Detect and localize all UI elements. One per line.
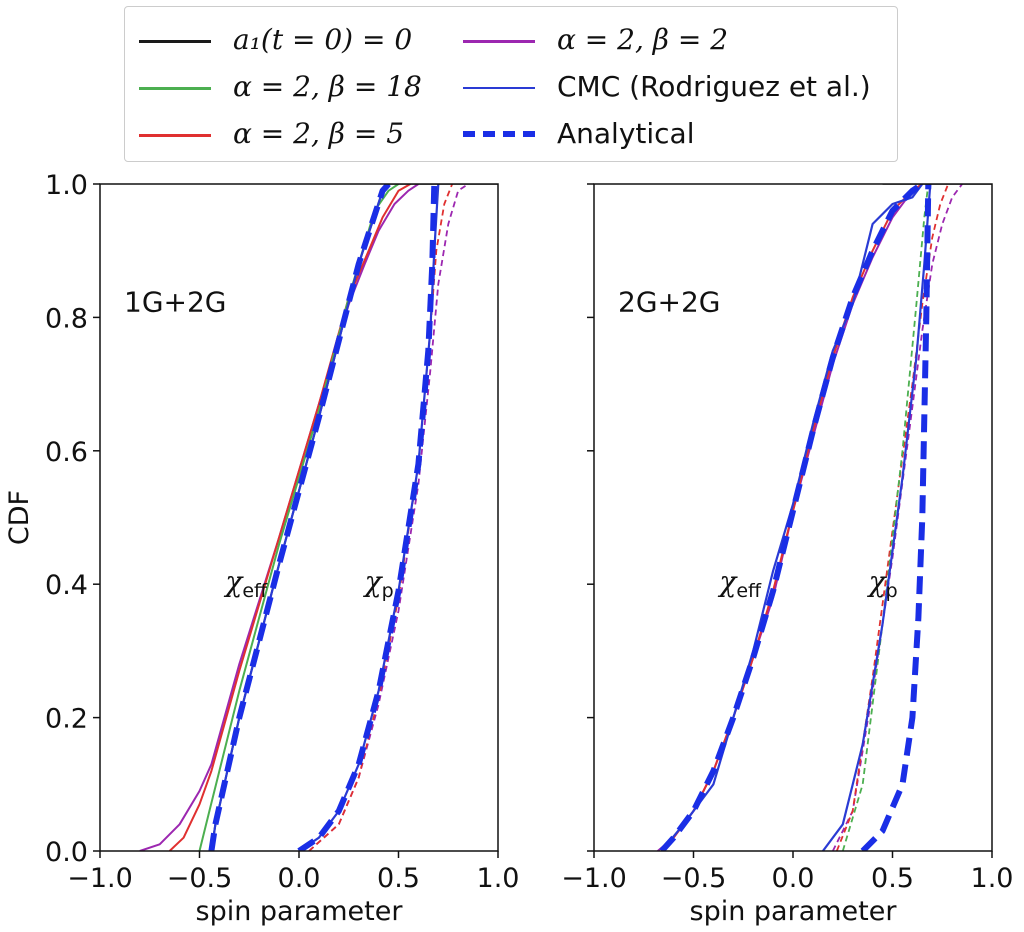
- legend-label: a₁(t = 0) = 0: [233, 23, 413, 56]
- series-annotation: χeff: [223, 565, 268, 602]
- series-line-chi_eff: [198, 184, 400, 851]
- panel-2: −1.0 −0.5 0.0 0.5 1.0 spin parameter 2G+2G χeff…: [561, 183, 1014, 927]
- series-line-chi_eff: [168, 184, 411, 851]
- y-tick-label: 0.2: [45, 704, 88, 735]
- series-annotation: χp: [867, 565, 898, 602]
- legend-label: α = 2, β = 5: [233, 117, 405, 150]
- legend-swatch: [463, 131, 535, 137]
- series-line-chi_p: [822, 184, 932, 851]
- series-annotation: χp: [363, 565, 394, 602]
- legend-label: CMC (Rodriguez et al.): [557, 70, 871, 103]
- legend-swatch: [139, 87, 211, 90]
- legend-swatch: [463, 40, 535, 43]
- series-line-chi_p: [297, 184, 438, 851]
- series-line-chi_eff: [210, 184, 390, 851]
- series-group: [139, 184, 498, 851]
- panel-1: −1.0 −0.5 0.0 0.5 1.0 0.0 0.2 0.4 0.6 0.8 1.0 spin …: [4, 170, 519, 927]
- x-tick-label: −1.0: [67, 863, 133, 894]
- x-tick-label: −0.5: [661, 863, 727, 894]
- series-line-chi_p: [860, 184, 932, 851]
- series-line-chi_eff: [659, 184, 924, 851]
- y-tick-label: 0.8: [45, 303, 88, 334]
- legend: a₁(t = 0) = 0 α = 2, β = 18 α = 2, β = 5…: [124, 6, 898, 162]
- series-line-chi_p: [298, 184, 440, 851]
- y-tick-label: 0.4: [45, 570, 88, 601]
- x-tick-label: 0.5: [377, 863, 420, 894]
- panel-label: 1G+2G: [124, 285, 226, 318]
- x-tick-label: 0.0: [772, 863, 815, 894]
- legend-label: α = 2, β = 18: [233, 70, 422, 103]
- series-annotation: χeff: [717, 565, 762, 602]
- series-line-chi_eff: [139, 184, 419, 851]
- y-axis-label: CDF: [4, 490, 35, 545]
- y-tick-label: 0.6: [45, 437, 88, 468]
- x-tick-label: −1.0: [561, 863, 627, 894]
- x-tick-label: 1.0: [477, 863, 520, 894]
- series-line-chi_p: [831, 184, 963, 851]
- series-line-chi_p: [835, 184, 950, 851]
- x-tick-label: −0.5: [167, 863, 233, 894]
- x-axis-label: spin parameter: [196, 896, 404, 927]
- legend-swatch: [139, 134, 211, 137]
- series-line-chi_p: [841, 184, 930, 851]
- series-line-chi_p: [308, 184, 469, 851]
- x-tick-label: 0.5: [871, 863, 914, 894]
- legend-swatch: [139, 40, 211, 43]
- legend-swatch: [463, 87, 535, 89]
- x-tick-label: 1.0: [971, 863, 1014, 894]
- x-axis-label: spin parameter: [690, 896, 898, 927]
- panel-label: 2G+2G: [618, 285, 720, 318]
- y-tick-label: 0.0: [45, 837, 88, 868]
- x-tick-label: 0.0: [278, 863, 321, 894]
- legend-label: Analytical: [557, 117, 695, 150]
- series-group: [657, 184, 992, 851]
- legend-label: α = 2, β = 2: [557, 23, 729, 56]
- y-tick-label: 1.0: [45, 170, 88, 201]
